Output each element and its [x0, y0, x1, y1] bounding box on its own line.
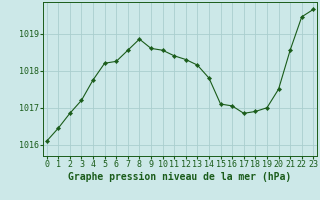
X-axis label: Graphe pression niveau de la mer (hPa): Graphe pression niveau de la mer (hPa) [68, 172, 292, 182]
